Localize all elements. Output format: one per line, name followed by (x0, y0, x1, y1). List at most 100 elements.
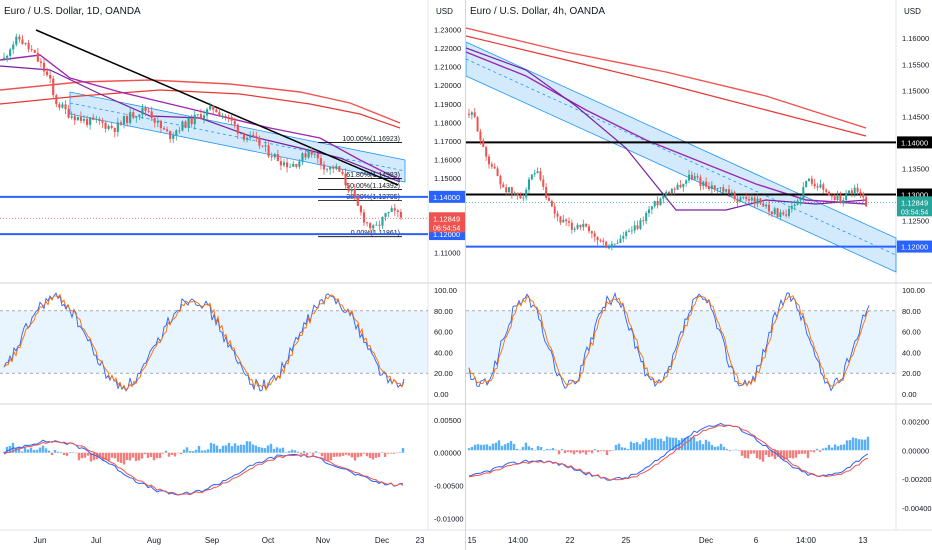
left-chart-panel[interactable]: Euro / U.S. Dollar, 1D, OANDA USD 1.23000… (0, 0, 465, 550)
price-tick-label: 1.18000 (434, 118, 461, 127)
macd-histogram-bar (326, 452, 330, 462)
right-chart-svg[interactable]: USD 1.16000 1.15500 1.15000 1.14500 1.14000 1.… (466, 0, 932, 550)
candle-body (252, 134, 255, 136)
macd-histogram-bar (533, 449, 537, 451)
macd-histogram-bar (155, 452, 159, 459)
panel-divider[interactable] (465, 0, 466, 550)
candle-body (393, 208, 396, 211)
candle-body (768, 204, 770, 212)
candle-body (702, 181, 705, 186)
candle-body (682, 183, 685, 188)
macd-histogram-bar (146, 452, 150, 458)
macd-histogram-bar (860, 439, 864, 451)
macd-histogram-bar (815, 448, 819, 451)
macd-tick-label: 0.00500 (434, 416, 461, 425)
macd-histogram-bar (554, 449, 558, 451)
candle-body (753, 197, 756, 204)
macd-tick-label: 0.00000 (434, 449, 461, 458)
moving-average-line (466, 35, 867, 137)
candle-body (742, 197, 745, 199)
macd-histogram-bar (122, 452, 126, 465)
stochastic-tick-label: 80.00 (434, 307, 453, 316)
macd-histogram-bar (350, 452, 354, 458)
macd-histogram-bar (86, 452, 90, 456)
candle-body (582, 224, 585, 228)
macd-tick-label: -0.01000 (434, 514, 464, 523)
candle-body (793, 204, 796, 206)
macd-histogram-bar (371, 452, 375, 460)
candle-body (862, 193, 865, 198)
candle-body (716, 188, 719, 190)
time-axis-label: 25 (622, 536, 631, 545)
macd-histogram-bar (176, 452, 180, 454)
macd-histogram-bar (782, 450, 786, 461)
candle-body (384, 213, 387, 217)
candle-body (9, 49, 12, 56)
macd-histogram-bar (233, 443, 237, 453)
macd-histogram-bar (188, 451, 192, 453)
candle-body (670, 188, 673, 194)
macd-histogram-bar (347, 452, 351, 456)
candle-body (730, 192, 733, 194)
stochastic-tick-label: 80.00 (902, 307, 921, 316)
macd-histogram-bar (773, 450, 777, 460)
candle-body (585, 224, 588, 227)
candle-body (593, 233, 596, 237)
candle-body (116, 122, 119, 132)
candle-body (212, 105, 215, 110)
candle-body (739, 197, 742, 202)
macd-histogram-bar (758, 450, 762, 460)
candle-body (533, 173, 536, 175)
candle-body (636, 225, 639, 229)
macd-histogram-bar (35, 449, 39, 453)
candle-body (690, 174, 693, 180)
macd-histogram-bar (596, 450, 600, 453)
macd-histogram-bar (620, 447, 624, 451)
candle-body (650, 206, 653, 210)
candle-body (196, 114, 199, 115)
macd-histogram-bar (140, 452, 144, 459)
time-axis-label: 6 (754, 536, 759, 545)
candle-body (147, 110, 150, 112)
macd-histogram-bar (170, 452, 174, 455)
candle-body (856, 187, 859, 192)
macd-histogram-bar (746, 450, 750, 459)
macd-histogram-bar (635, 442, 639, 451)
macd-histogram-bar (548, 449, 552, 451)
candle-body (596, 236, 599, 241)
candle-body (261, 145, 264, 147)
macd-histogram-bar (245, 441, 249, 453)
candle-body (61, 104, 64, 108)
macd-histogram-bar (308, 452, 312, 453)
macd-histogram-bar (80, 452, 84, 459)
candle-body (828, 191, 830, 196)
macd-histogram-bar (287, 451, 291, 453)
candle-body (304, 153, 307, 158)
candle-body (175, 130, 178, 136)
candle-body (249, 134, 252, 138)
candle-body (476, 116, 479, 132)
candle-body (470, 112, 473, 115)
macd-histogram-bar (482, 444, 486, 451)
candle-body (295, 163, 298, 167)
macd-tick-label: -0.00200 (902, 475, 932, 484)
stochastic-tick-label: 100.00 (434, 286, 457, 295)
candle-body (685, 180, 688, 184)
right-chart-panel[interactable]: Euro / U.S. Dollar, 4h, OANDA USD 1.16000… (466, 0, 932, 550)
macd-histogram-bar (698, 440, 702, 451)
time-axis-label: Jun (34, 536, 47, 545)
macd-histogram-bar (740, 450, 744, 456)
macd-histogram-bar (707, 441, 711, 451)
candle-body (816, 186, 819, 188)
candle-body (381, 216, 384, 226)
macd-histogram-bar (818, 450, 822, 452)
macd-histogram-bar (221, 445, 225, 453)
left-chart-svg[interactable]: USD 1.23000 1.22000 1.21000 1.20000 1.19000 1.… (0, 0, 465, 550)
candle-body (319, 158, 322, 165)
macd-histogram-bar (560, 449, 564, 451)
candle-body (842, 200, 845, 203)
candle-body (536, 171, 539, 174)
macd-histogram-bar (335, 452, 339, 457)
candle-body (605, 241, 608, 248)
candle-body (187, 117, 190, 128)
